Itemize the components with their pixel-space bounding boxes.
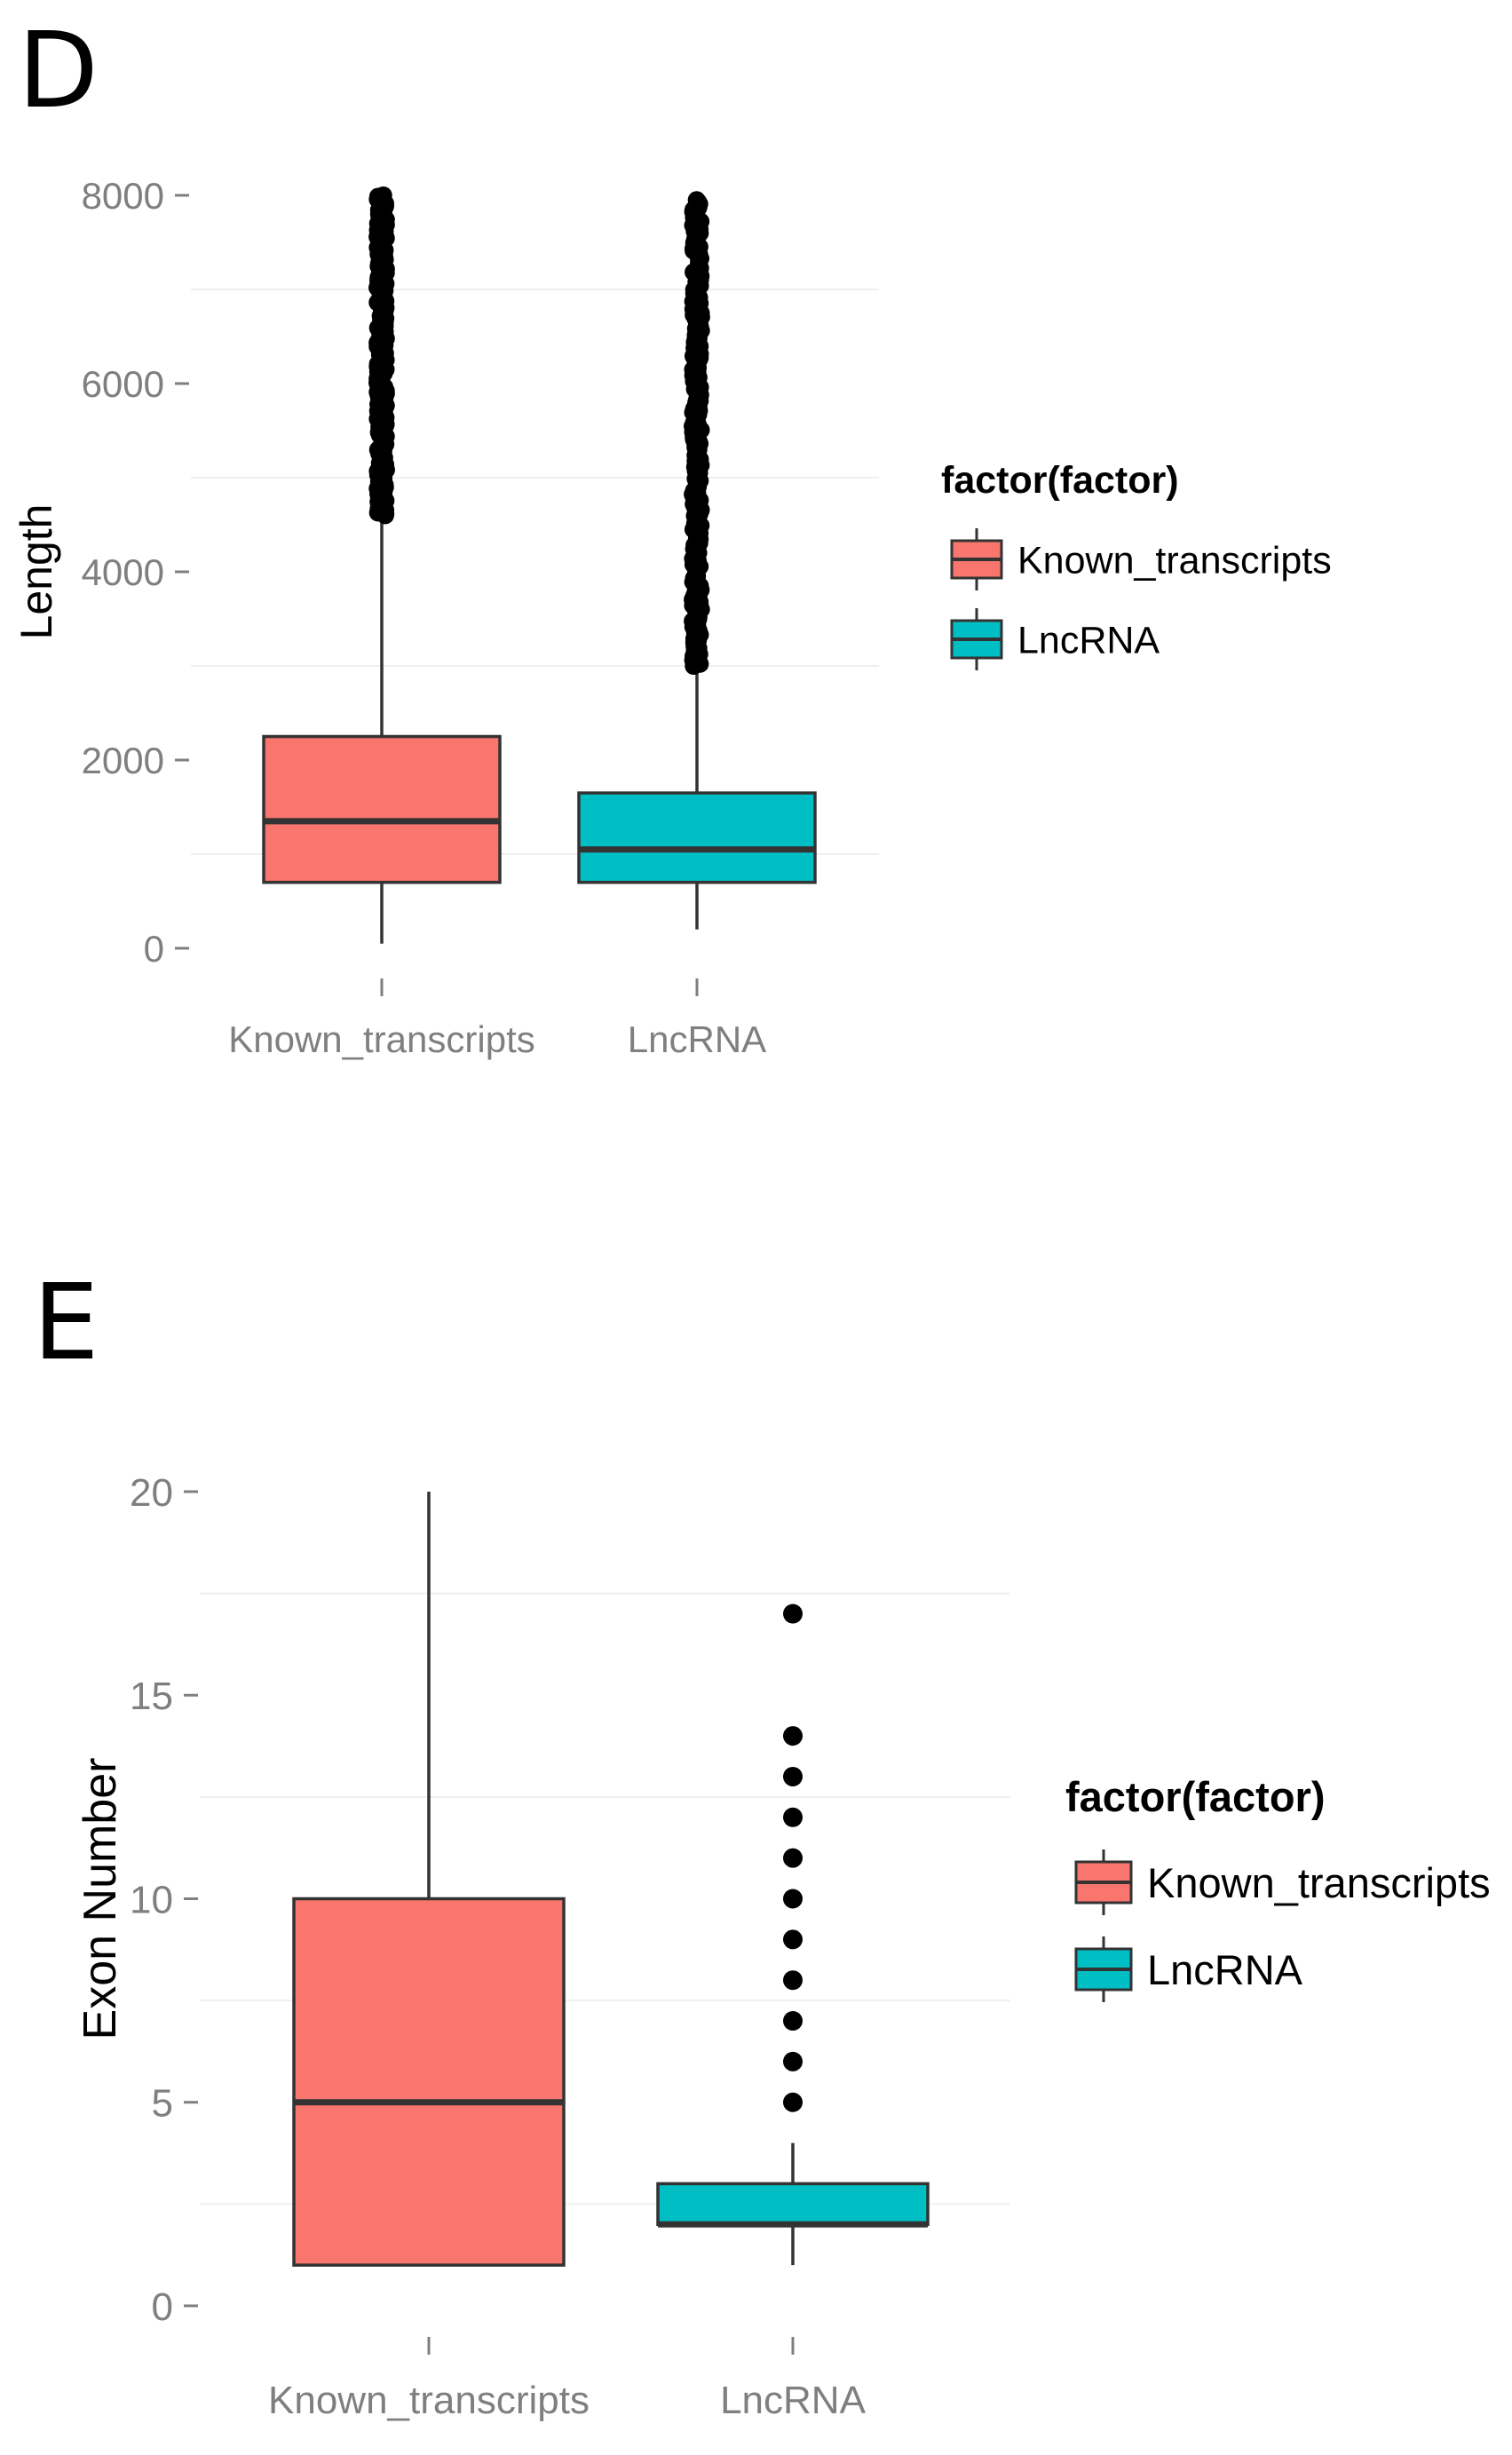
legend-label: Known_transcripts xyxy=(1017,539,1332,582)
outlier-point xyxy=(783,2011,803,2031)
outlier-point xyxy=(783,1726,803,1746)
x-tick-label: Known_transcripts xyxy=(268,2379,590,2422)
y-tick-label: 0 xyxy=(144,928,164,970)
y-tick-label: 15 xyxy=(130,1675,173,1718)
y-tick-label: 6000 xyxy=(82,363,164,405)
plot-area-d: 0 2000 4000 6000 8000 Length Known_transcripts… xyxy=(12,175,1332,1060)
panel-label-d: D xyxy=(18,9,99,131)
y-tick-label: 5 xyxy=(152,2082,173,2126)
legend-label: LncRNA xyxy=(1147,1946,1303,1993)
legend-label: Known_transcripts xyxy=(1147,1859,1491,1906)
outlier-point xyxy=(783,1766,803,1786)
outlier-point xyxy=(783,1848,803,1868)
x-tick-label: LncRNA xyxy=(628,1018,766,1060)
y-axis-title: Length xyxy=(12,504,61,640)
y-tick-label: 8000 xyxy=(82,175,164,217)
box-iqr xyxy=(262,734,502,884)
panel-e: E 0 5 10 15 20 Exon Number Known_transcripts Ln… xyxy=(33,1261,1491,2422)
box-known-transcripts xyxy=(292,1492,566,2267)
box-lncrna xyxy=(656,1604,930,2266)
outlier-point xyxy=(687,191,706,210)
outlier-point xyxy=(783,1604,803,1624)
y-tick-label: 2000 xyxy=(82,740,164,781)
legend-e: factor(factor) Known_transcripts LncRNA xyxy=(1065,1773,1491,2002)
box-known-transcripts xyxy=(262,186,502,944)
legend-d: factor(factor) Known_transcripts LncRNA xyxy=(941,459,1332,670)
panel-d: D 0 2000 4000 6000 8000 Length Known_transcrip… xyxy=(12,9,1332,1060)
legend-label: LncRNA xyxy=(1017,619,1160,661)
legend-title: factor(factor) xyxy=(941,459,1179,502)
plot-area-e: 0 5 10 15 20 Exon Number Known_transcripts LncR… xyxy=(75,1471,1491,2422)
legend-title: factor(factor) xyxy=(1065,1773,1325,1820)
y-tick-label: 20 xyxy=(130,1471,173,1515)
panel-label-e: E xyxy=(33,1261,99,1383)
outlier-point xyxy=(783,1929,803,1950)
y-axis-title: Exon Number xyxy=(75,1758,126,2040)
outlier-point xyxy=(783,1970,803,1991)
y-tick-label: 4000 xyxy=(82,551,164,593)
outlier-point xyxy=(374,186,392,204)
outlier-point xyxy=(783,1807,803,1827)
box-iqr xyxy=(656,2182,930,2227)
y-tick-label: 0 xyxy=(152,2285,173,2329)
box-iqr xyxy=(577,791,817,884)
outlier-point xyxy=(783,1889,803,1909)
box-iqr xyxy=(292,1897,566,2267)
outlier-point xyxy=(783,2092,803,2112)
outlier-point xyxy=(783,2051,803,2071)
box-lncrna xyxy=(577,191,817,930)
x-tick-label: Known_transcripts xyxy=(228,1018,535,1060)
x-tick-label: LncRNA xyxy=(720,2379,866,2422)
y-tick-label: 10 xyxy=(130,1878,173,1921)
